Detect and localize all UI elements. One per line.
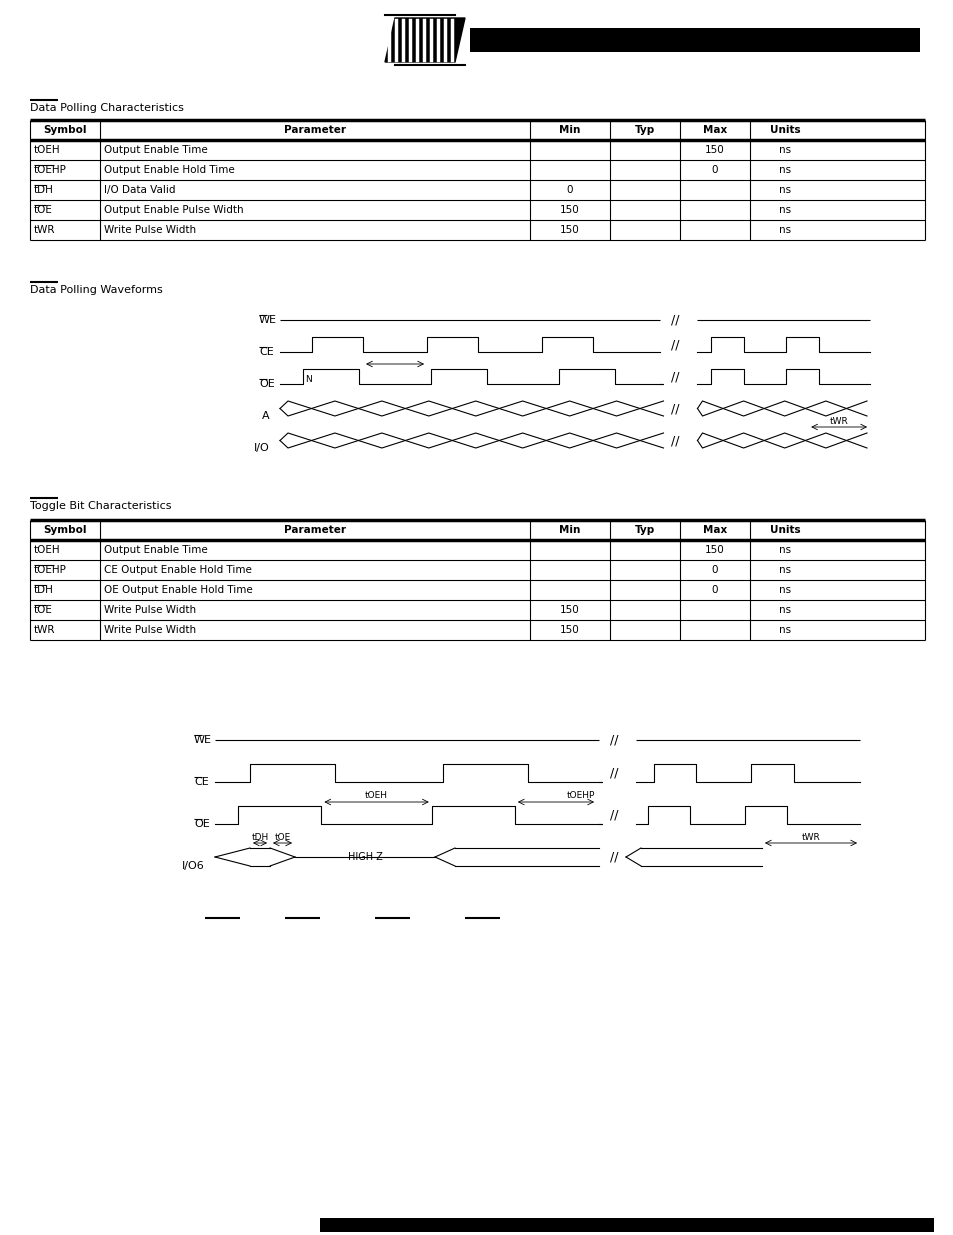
Text: 150: 150 — [559, 625, 579, 635]
Text: 150: 150 — [704, 545, 724, 555]
Text: tOEHP: tOEHP — [34, 165, 67, 175]
Text: Max: Max — [702, 525, 726, 535]
Text: ns: ns — [778, 585, 790, 595]
Text: tDH: tDH — [34, 185, 53, 195]
Text: tOE: tOE — [274, 832, 291, 841]
Text: Typ: Typ — [634, 125, 655, 135]
Text: //: // — [671, 433, 679, 447]
Text: //: // — [671, 370, 679, 383]
Text: OE: OE — [193, 819, 210, 829]
Text: Data Polling Waveforms: Data Polling Waveforms — [30, 285, 163, 295]
Text: 0: 0 — [566, 185, 573, 195]
Text: Output Enable Pulse Width: Output Enable Pulse Width — [104, 205, 243, 215]
Text: Max: Max — [702, 125, 726, 135]
Text: tOEHP: tOEHP — [34, 564, 67, 576]
Text: tDH: tDH — [251, 832, 269, 841]
Text: Write Pulse Width: Write Pulse Width — [104, 625, 196, 635]
Text: WE: WE — [193, 735, 212, 745]
Text: ns: ns — [778, 144, 790, 156]
Text: N: N — [305, 374, 312, 384]
Polygon shape — [385, 19, 464, 62]
Text: 0: 0 — [711, 585, 718, 595]
Text: //: // — [671, 403, 679, 415]
Text: Parameter: Parameter — [284, 525, 346, 535]
Text: HIGH Z: HIGH Z — [347, 852, 382, 862]
Text: Parameter: Parameter — [284, 125, 346, 135]
Text: 150: 150 — [559, 605, 579, 615]
Text: Data Polling Characteristics: Data Polling Characteristics — [30, 103, 184, 112]
Text: //: // — [609, 809, 618, 821]
Text: A: A — [262, 411, 270, 421]
Text: Units: Units — [769, 125, 800, 135]
Text: ns: ns — [778, 625, 790, 635]
Text: CE: CE — [193, 777, 209, 787]
Text: CE Output Enable Hold Time: CE Output Enable Hold Time — [104, 564, 252, 576]
Text: I/O: I/O — [254, 443, 270, 453]
Text: tOEHP: tOEHP — [566, 792, 595, 800]
Text: Output Enable Hold Time: Output Enable Hold Time — [104, 165, 234, 175]
Text: 150: 150 — [704, 144, 724, 156]
Text: 0: 0 — [711, 564, 718, 576]
Text: ns: ns — [778, 225, 790, 235]
Text: WE: WE — [258, 315, 276, 325]
Text: Min: Min — [558, 525, 580, 535]
Text: Output Enable Time: Output Enable Time — [104, 545, 208, 555]
Text: tWR: tWR — [801, 832, 820, 841]
Text: 150: 150 — [559, 225, 579, 235]
Text: 150: 150 — [559, 205, 579, 215]
Text: //: // — [609, 734, 618, 746]
Text: Output Enable Time: Output Enable Time — [104, 144, 208, 156]
Text: Toggle Bit Characteristics: Toggle Bit Characteristics — [30, 501, 172, 511]
Text: //: // — [671, 314, 679, 326]
Text: tOE: tOE — [34, 205, 52, 215]
Text: tWR: tWR — [829, 416, 847, 426]
Text: Write Pulse Width: Write Pulse Width — [104, 605, 196, 615]
Text: tWR: tWR — [34, 625, 55, 635]
Text: //: // — [671, 338, 679, 351]
Text: tOEH: tOEH — [34, 545, 61, 555]
Text: CE: CE — [258, 347, 274, 357]
Text: ns: ns — [778, 165, 790, 175]
Text: tOE: tOE — [34, 605, 52, 615]
Text: tOEH: tOEH — [34, 144, 61, 156]
Text: Typ: Typ — [634, 525, 655, 535]
Text: tWR: tWR — [34, 225, 55, 235]
Text: I/O6: I/O6 — [182, 861, 205, 871]
Text: tOEH: tOEH — [365, 792, 388, 800]
Text: ns: ns — [778, 605, 790, 615]
Bar — [319, 1218, 933, 1233]
Text: ns: ns — [778, 205, 790, 215]
Text: I/O Data Valid: I/O Data Valid — [104, 185, 175, 195]
Bar — [470, 28, 919, 52]
Text: OE Output Enable Hold Time: OE Output Enable Hold Time — [104, 585, 253, 595]
Text: Min: Min — [558, 125, 580, 135]
Text: 0: 0 — [711, 165, 718, 175]
Text: Write Pulse Width: Write Pulse Width — [104, 225, 196, 235]
Text: Units: Units — [769, 525, 800, 535]
Text: tDH: tDH — [34, 585, 53, 595]
Text: OE: OE — [258, 379, 274, 389]
Text: //: // — [609, 767, 618, 779]
Text: //: // — [609, 851, 618, 863]
Text: ns: ns — [778, 185, 790, 195]
Text: ns: ns — [778, 564, 790, 576]
Text: Symbol: Symbol — [43, 125, 87, 135]
Text: Symbol: Symbol — [43, 525, 87, 535]
Text: ns: ns — [778, 545, 790, 555]
